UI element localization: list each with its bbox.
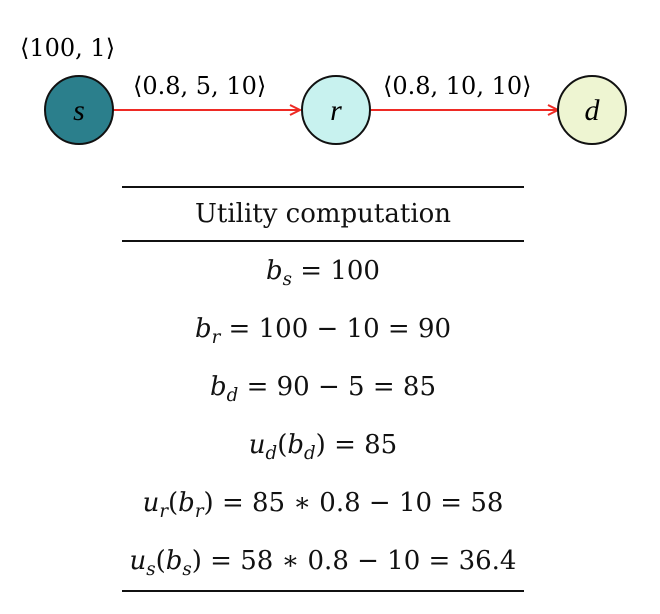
node-s-circle bbox=[44, 75, 114, 145]
node-d-label: d bbox=[585, 94, 601, 127]
network-diagram: ⟨100, 1⟩ ⟨0.8, 5, 10⟩ ⟨0.8, 10, 10⟩ s r … bbox=[20, 34, 627, 145]
table-rows: bs = 100 br = 100 − 10 = 90 bd = 90 − 5 … bbox=[122, 242, 524, 590]
table-header-rule bbox=[122, 240, 524, 242]
node-r-label: r bbox=[330, 94, 342, 127]
node-d-circle bbox=[557, 75, 627, 145]
table-top-rule bbox=[122, 186, 524, 188]
node-s-label: s bbox=[73, 94, 85, 127]
source-node-annotation: ⟨100, 1⟩ bbox=[20, 34, 115, 62]
row-b-d: bd = 90 − 5 = 85 bbox=[210, 372, 436, 407]
node-s: s bbox=[44, 75, 114, 145]
table-bottom-rule bbox=[122, 590, 524, 592]
row-u-d: ud(bd) = 85 bbox=[248, 430, 398, 465]
row-u-r: ur(br) = 85 ∗ 0.8 − 10 = 58 bbox=[142, 488, 504, 523]
row-b-r: br = 100 − 10 = 90 bbox=[194, 314, 452, 349]
node-r: r bbox=[301, 75, 371, 145]
node-r-circle bbox=[301, 75, 371, 145]
edge-r-to-d-label: ⟨0.8, 10, 10⟩ bbox=[383, 72, 532, 100]
table-header: Utility computation bbox=[194, 199, 452, 229]
row-b-s: bs = 100 bbox=[266, 256, 380, 291]
utility-computation-table: Utility computation bs = 100 br = 100 − … bbox=[122, 186, 524, 592]
node-d: d bbox=[557, 75, 627, 145]
edge-s-to-r-label: ⟨0.8, 5, 10⟩ bbox=[133, 72, 266, 100]
row-u-s: us(bs) = 58 ∗ 0.8 − 10 = 36.4 bbox=[129, 546, 517, 581]
